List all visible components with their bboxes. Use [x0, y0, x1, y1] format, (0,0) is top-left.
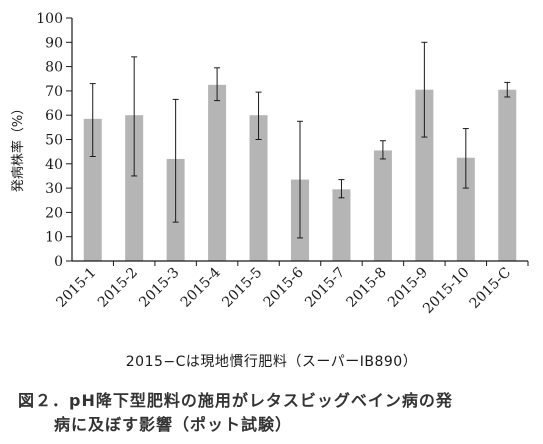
bar	[249, 115, 268, 261]
bar	[208, 84, 227, 261]
bar	[498, 89, 517, 261]
y-axis-label: 発病株率（%）	[10, 102, 26, 192]
y-tick-label: 100	[36, 11, 63, 27]
caption-line-2: 病に及ぼす影響（ポット試験）	[54, 415, 293, 434]
error-bars	[89, 41, 529, 266]
y-tick-label: 20	[45, 205, 63, 221]
x-tick-label: 2015-8	[344, 265, 390, 311]
bars	[83, 84, 517, 261]
bar	[83, 118, 102, 261]
x-tick-label: 2015-2	[95, 265, 141, 311]
bar	[373, 150, 392, 261]
figure-caption: 図２．pH降下型肥料の施用がレタスビッグベイン病の発 病に及ぼす影響（ポット試験…	[18, 389, 538, 437]
bar	[456, 157, 475, 261]
y-tick-label: 10	[45, 230, 63, 246]
x-tick-label: 2015-3	[136, 265, 182, 311]
y-axis-ticks: 0 10 20 30 40 50 60 70 80 90 100	[36, 11, 72, 270]
bar	[332, 189, 351, 261]
x-tick-label: 2015-6	[261, 264, 307, 310]
x-axis-labels: 2015-12015-22015-32015-42015-52015-62015…	[53, 264, 514, 317]
y-tick-label: 0	[54, 254, 63, 270]
y-tick-label: 80	[45, 60, 63, 76]
bar	[415, 89, 434, 261]
x-tick-label: 2015-4	[178, 264, 224, 310]
x-tick-label: 2015-10	[420, 265, 472, 317]
y-tick-label: 90	[45, 35, 63, 51]
axes	[71, 18, 528, 262]
y-tick-label: 50	[45, 133, 63, 149]
y-tick-label: 40	[45, 157, 63, 173]
x-tick-label: 2015-C	[467, 265, 514, 312]
caption-line-1: 図２．pH降下型肥料の施用がレタスビッグベイン病の発	[18, 391, 453, 410]
x-tick-label: 2015-5	[219, 265, 265, 311]
bar	[125, 115, 144, 261]
chart-note: 2015−Cは現地慣行肥料（スーパーIB890）	[125, 354, 418, 370]
y-tick-label: 60	[45, 108, 63, 124]
y-tick-label: 30	[45, 181, 63, 197]
x-tick-label: 2015-7	[302, 265, 348, 311]
x-tick-label: 2015-1	[53, 265, 99, 311]
y-tick-label: 70	[45, 84, 63, 100]
